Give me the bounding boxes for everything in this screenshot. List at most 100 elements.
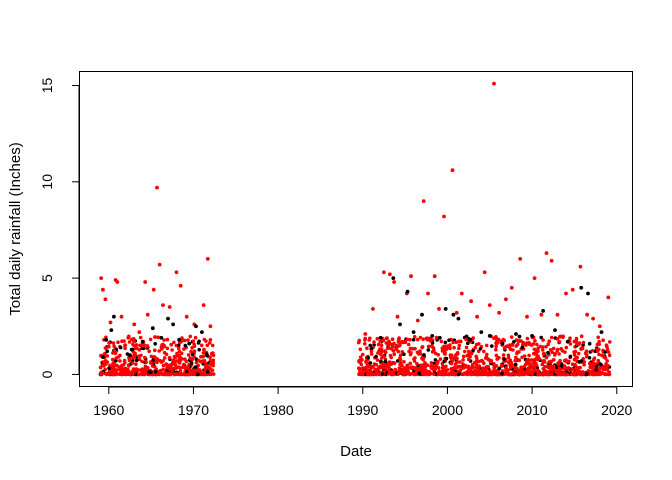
data-point xyxy=(398,353,403,358)
data-point xyxy=(189,349,193,354)
data-point xyxy=(415,337,420,342)
data-point xyxy=(162,338,166,342)
data-point xyxy=(193,365,198,369)
data-point xyxy=(197,368,202,372)
data-point xyxy=(392,352,397,357)
data-point xyxy=(417,371,421,376)
data-point xyxy=(509,285,514,290)
data-point xyxy=(205,364,209,368)
data-point xyxy=(442,367,447,372)
data-point xyxy=(402,352,406,357)
data-point xyxy=(555,312,560,317)
data-point xyxy=(533,372,538,376)
data-point xyxy=(134,358,139,363)
data-point xyxy=(533,339,537,343)
data-point xyxy=(151,287,156,292)
data-point xyxy=(174,372,178,377)
data-point xyxy=(578,264,583,269)
data-point xyxy=(559,362,564,367)
data-point xyxy=(408,337,412,342)
data-point xyxy=(577,360,581,364)
data-point xyxy=(137,330,142,334)
data-point xyxy=(105,354,109,358)
data-point xyxy=(153,372,158,377)
data-point xyxy=(447,338,451,343)
data-point xyxy=(461,354,466,359)
data-point xyxy=(429,364,433,369)
data-point xyxy=(156,371,161,376)
data-point xyxy=(132,354,137,359)
data-point xyxy=(149,361,153,365)
data-point xyxy=(591,372,596,377)
data-point xyxy=(377,372,381,376)
data-point xyxy=(536,372,540,377)
data-point xyxy=(136,372,141,377)
data-point xyxy=(457,343,462,348)
data-point xyxy=(473,345,478,350)
data-point xyxy=(200,330,204,334)
data-point xyxy=(456,316,461,321)
data-point xyxy=(541,338,545,342)
data-point xyxy=(594,368,598,372)
data-point xyxy=(393,367,398,372)
data-point xyxy=(131,342,135,347)
data-point xyxy=(382,270,386,275)
data-point xyxy=(101,360,105,364)
data-point xyxy=(469,371,473,375)
data-point xyxy=(431,367,435,371)
data-point xyxy=(172,360,177,364)
data-point xyxy=(520,355,524,360)
data-point xyxy=(528,362,532,367)
data-point xyxy=(159,335,164,340)
data-point xyxy=(543,364,547,369)
data-point xyxy=(582,360,586,364)
data-point xyxy=(482,270,487,275)
data-point xyxy=(510,343,515,347)
data-point xyxy=(487,334,492,338)
data-point xyxy=(452,345,456,350)
data-point xyxy=(167,305,172,309)
data-point xyxy=(390,361,395,365)
data-point xyxy=(456,369,461,374)
data-point xyxy=(459,291,464,296)
data-point xyxy=(383,359,388,364)
data-point xyxy=(196,372,200,377)
data-point xyxy=(178,368,183,373)
data-point xyxy=(518,371,522,376)
data-point xyxy=(177,360,181,365)
data-point xyxy=(606,295,611,300)
data-point xyxy=(485,352,489,357)
x-tick-label: 1970 xyxy=(178,402,209,418)
data-point xyxy=(593,362,597,366)
data-point xyxy=(564,345,569,350)
data-point xyxy=(380,372,385,376)
data-point xyxy=(201,303,206,307)
data-point xyxy=(597,324,602,329)
data-point xyxy=(433,358,438,362)
data-point xyxy=(205,353,209,358)
data-point xyxy=(437,370,442,375)
data-point xyxy=(357,371,362,375)
data-point xyxy=(514,355,518,360)
data-point xyxy=(153,356,158,361)
data-point xyxy=(531,361,535,365)
data-point xyxy=(147,370,152,374)
data-point xyxy=(494,336,499,341)
data-point xyxy=(575,355,579,360)
data-point xyxy=(369,349,374,354)
data-point xyxy=(517,334,522,339)
data-point xyxy=(408,346,413,351)
data-point xyxy=(461,358,465,362)
data-point xyxy=(118,345,123,350)
data-point xyxy=(202,347,206,352)
data-point xyxy=(554,370,558,374)
data-point xyxy=(486,364,491,369)
data-point xyxy=(590,349,595,353)
data-point xyxy=(604,343,609,348)
data-point xyxy=(506,372,511,377)
data-point xyxy=(117,365,121,369)
data-point xyxy=(540,362,545,367)
data-point xyxy=(484,367,488,372)
data-point xyxy=(574,369,579,374)
data-point xyxy=(572,352,577,357)
